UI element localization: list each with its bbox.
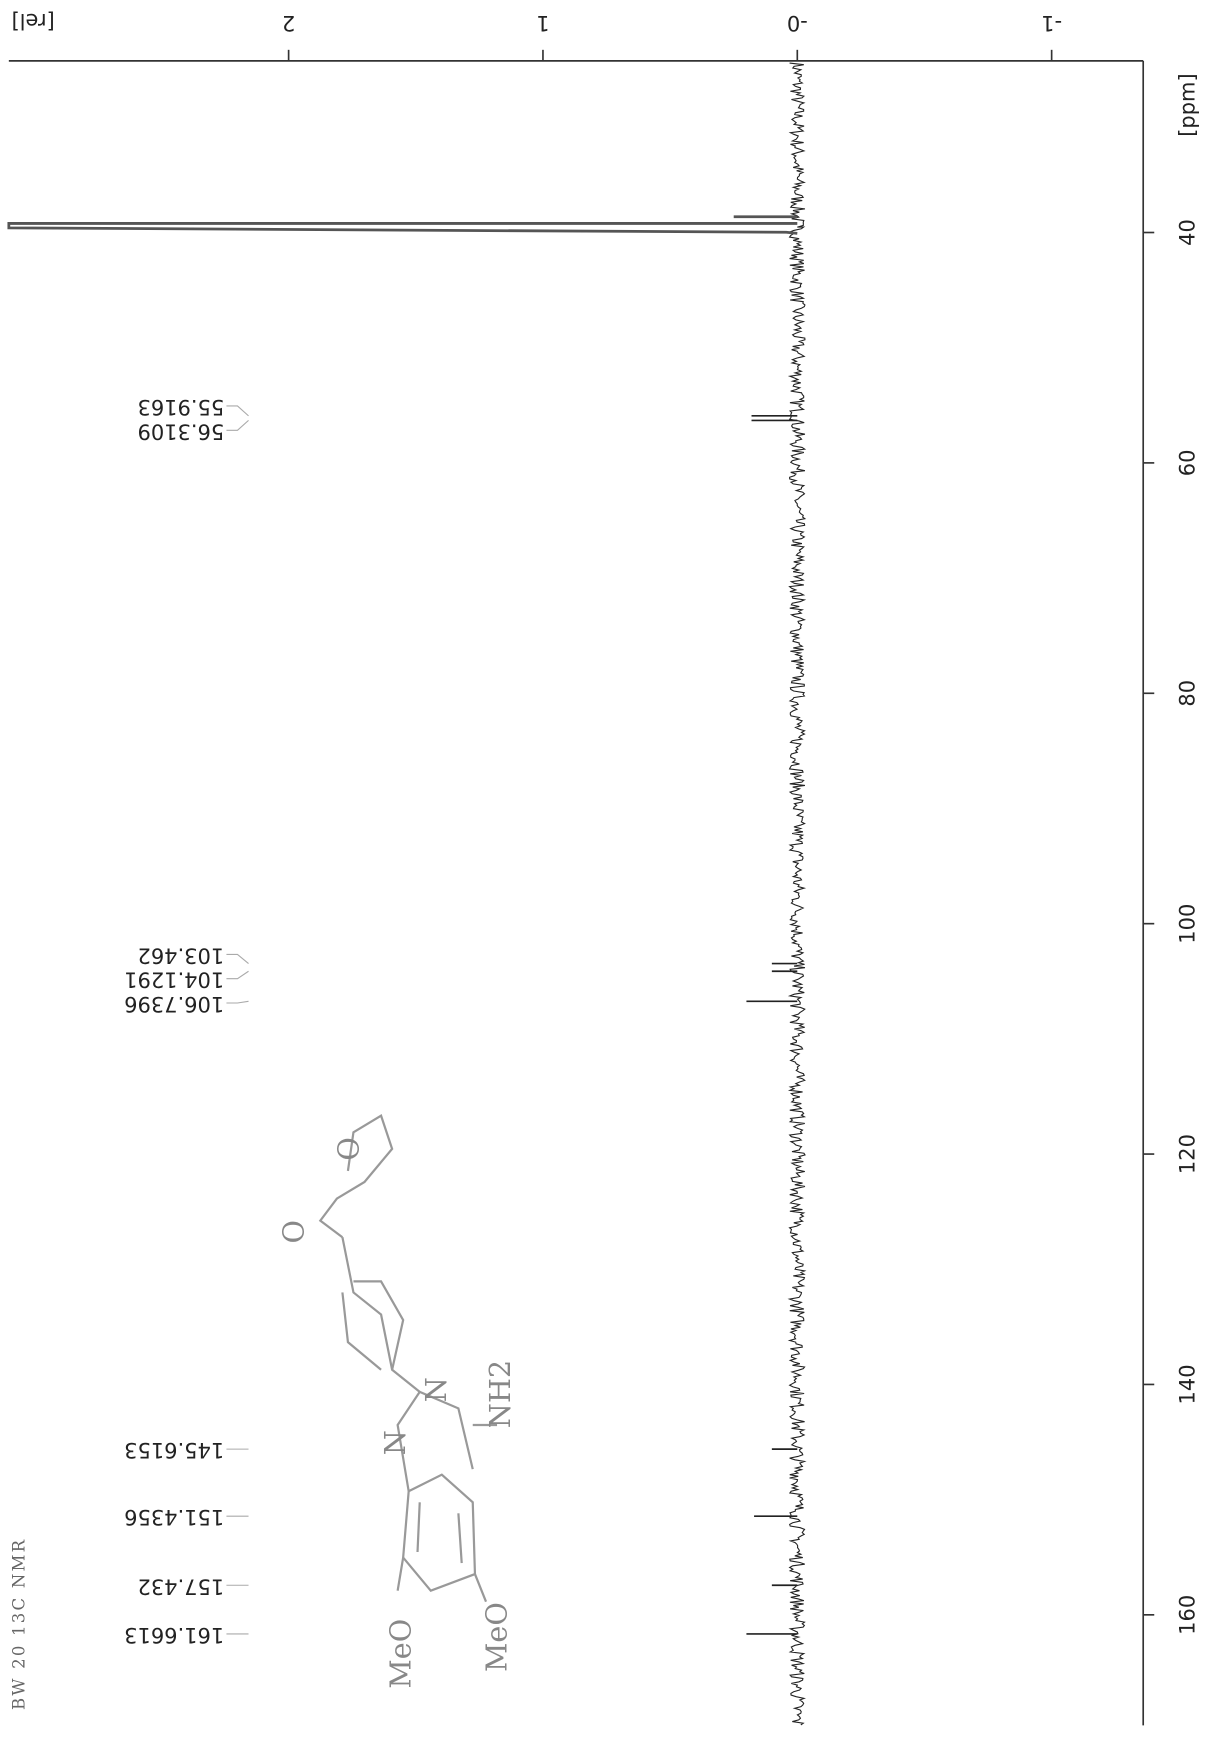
peak-label: 161.6613 bbox=[124, 1623, 224, 1647]
peak-label-connector bbox=[226, 405, 249, 417]
y-tick-label: -1 bbox=[1041, 11, 1062, 35]
x-tick-label: 140 bbox=[1175, 1364, 1199, 1404]
structure-drawing bbox=[318, 1114, 498, 1603]
structure-label: MeO bbox=[384, 1619, 418, 1689]
peak-label: 55.9163 bbox=[138, 395, 225, 419]
structure-label: N bbox=[419, 1377, 453, 1402]
x-tick-label: 100 bbox=[1175, 904, 1199, 944]
peak-label-connector bbox=[226, 1000, 249, 1004]
chart-title: BW 20 13C NMR bbox=[9, 1538, 28, 1710]
solvent-peak bbox=[7, 215, 798, 235]
x-tick-label: 40 bbox=[1175, 219, 1199, 246]
x-tick-label: 160 bbox=[1175, 1595, 1199, 1635]
structure-label: MeO bbox=[480, 1602, 514, 1672]
x-tick-label: 80 bbox=[1175, 680, 1199, 707]
peak-label: 106.7396 bbox=[124, 992, 224, 1016]
peak-label-connector bbox=[226, 970, 249, 980]
peak-label: 103.462 bbox=[138, 943, 225, 967]
x-axis-label: [ppm] bbox=[1175, 73, 1199, 136]
peak-label: 56.3109 bbox=[138, 419, 225, 443]
peak-label-connector bbox=[226, 953, 249, 964]
peak-label: 145.6153 bbox=[124, 1438, 224, 1462]
structure-label: NH2 bbox=[483, 1360, 517, 1428]
structure-label: N bbox=[378, 1430, 412, 1455]
x-tick-label: 60 bbox=[1175, 450, 1199, 477]
structure-label: O bbox=[332, 1137, 366, 1161]
y-tick-label: 2 bbox=[282, 11, 295, 35]
structure-label: O bbox=[277, 1220, 311, 1244]
y-tick-label: -0 bbox=[787, 11, 808, 35]
peak-label: 104.1291 bbox=[124, 968, 224, 992]
x-tick-label: 120 bbox=[1175, 1134, 1199, 1174]
y-tick-label: 1 bbox=[536, 11, 549, 35]
peak-label: 151.4356 bbox=[124, 1505, 224, 1529]
baseline-noise bbox=[787, 62, 807, 1726]
peak-label-connector bbox=[226, 419, 249, 431]
peak-label: 157.432 bbox=[138, 1574, 225, 1598]
y-axis-label: [rel] bbox=[12, 9, 55, 33]
